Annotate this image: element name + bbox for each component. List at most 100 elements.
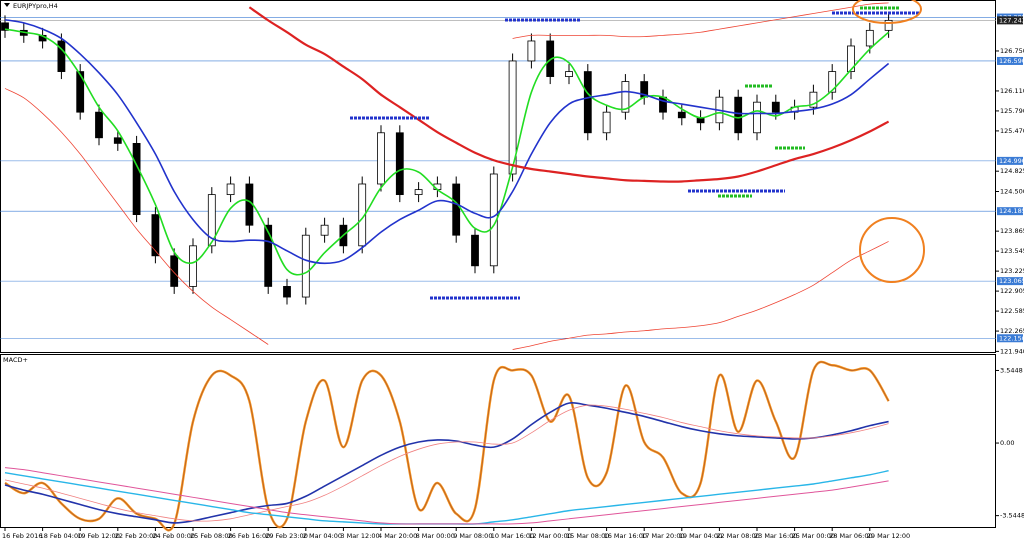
candle-body — [847, 45, 855, 72]
x-tick-label: 12 Mar 00:00 — [528, 532, 571, 540]
moving-average — [4, 28, 890, 276]
highlight-circle — [859, 217, 925, 283]
candle-body — [884, 19, 893, 31]
y-tick-label: 126.110 — [1000, 87, 1024, 95]
indicator-line — [4, 402, 889, 524]
x-tick-label: 9 Mar 08:00 — [453, 532, 492, 540]
candle-body — [508, 60, 517, 175]
y-tick-label: 125.470 — [1000, 127, 1024, 135]
x-tick-label: 23 Mar 16:00 — [754, 532, 797, 540]
level-label: 124.990 — [999, 157, 1024, 165]
candle-body — [602, 111, 611, 134]
y-tick-label: 124.500 — [1000, 187, 1024, 195]
moving-average — [512, 241, 889, 350]
y-tick-label: 121.940 — [1000, 347, 1024, 355]
moving-average — [248, 6, 890, 183]
candle-body — [283, 286, 291, 298]
x-tick-label: 24 Feb 00:00 — [152, 532, 195, 540]
level-label-box — [997, 334, 1023, 343]
x-tick-label: 2 Mar 04:00 — [303, 532, 342, 540]
candle-body — [583, 71, 592, 134]
candle-body — [621, 81, 630, 113]
candle-body — [395, 132, 404, 196]
y-tick-label: 122.265 — [1000, 327, 1024, 335]
indicator-line-core — [4, 361, 889, 531]
indicator-title: MACD+ — [3, 356, 28, 364]
candle-body — [113, 137, 122, 144]
price-panel — [0, 0, 996, 353]
highlight-circle — [852, 0, 922, 24]
x-tick-label: 17 Mar 20:00 — [641, 532, 684, 540]
x-tick-label: 16 Mar 16:00 — [604, 532, 647, 540]
candle-body — [771, 101, 780, 113]
candle-body — [753, 101, 761, 134]
level-label: 122.150 — [999, 334, 1024, 342]
candle-body — [527, 40, 536, 62]
level-label-box — [997, 207, 1023, 216]
candle-body — [320, 224, 329, 236]
candle-body — [828, 71, 837, 93]
candle-body — [414, 189, 423, 196]
candle-body — [489, 173, 498, 267]
x-tick-label: 3 Mar 12:00 — [340, 532, 379, 540]
x-tick-label: 18 Feb 04:00 — [40, 532, 83, 540]
candle-body — [677, 111, 686, 119]
y-tick-label: 122.905 — [1000, 287, 1024, 295]
menu-arrow — [4, 3, 10, 7]
chart-title: EURJPYpro,H4 — [13, 2, 58, 10]
level-label-box — [997, 277, 1023, 286]
candle-body — [132, 142, 141, 215]
x-tick-label: 25 Mar 00:00 — [792, 532, 835, 540]
indicator-line — [4, 467, 889, 525]
x-tick-label: 19 Feb 12:00 — [77, 532, 120, 540]
candle-body — [358, 183, 367, 247]
annotations — [350, 6, 920, 300]
x-tick-label: 16 Feb 2016 — [2, 532, 42, 540]
candle-body — [452, 183, 461, 236]
level-label: 124.185 — [999, 207, 1024, 215]
y-tick-label: 123.225 — [1000, 267, 1024, 275]
candle-body — [189, 245, 197, 287]
last-price-label: 127.243 — [999, 16, 1024, 24]
x-tick-label: 8 Mar 00:00 — [416, 532, 455, 540]
candle-body — [151, 214, 160, 257]
level-label: 126.590 — [999, 57, 1024, 65]
y-tick-label: 123.545 — [1000, 247, 1024, 255]
candle-body — [1, 22, 9, 31]
x-tick-label: 19 Mar 04:00 — [679, 532, 722, 540]
x-tick-label: 28 Mar 06:00 — [829, 532, 872, 540]
x-tick-label: 15 Mar 08:00 — [566, 532, 609, 540]
moving-average — [4, 18, 890, 265]
moving-average — [4, 88, 269, 345]
y-tick-label: 3.5448 — [1000, 366, 1023, 374]
x-tick-label: 22 Mar 08:00 — [716, 532, 759, 540]
candle-body — [865, 29, 874, 47]
level-label-box — [997, 56, 1023, 65]
y-tick-label: -3.5448 — [1000, 512, 1024, 520]
macd-panel — [0, 354, 996, 528]
y-tick-label: 124.825 — [1000, 167, 1024, 175]
x-tick-label: 22 Feb 20:00 — [115, 532, 158, 540]
candle-body — [301, 234, 310, 298]
x-tick-label: 25 Feb 08:00 — [190, 532, 233, 540]
candle-body — [95, 111, 103, 139]
candle-body — [57, 40, 66, 72]
candle-body — [207, 194, 216, 247]
level-label: 123.065 — [999, 277, 1024, 285]
candle-body — [377, 132, 385, 185]
y-tick-label: 0.00 — [1000, 439, 1014, 447]
candle-body — [264, 224, 273, 287]
x-tick-label: 29 Mar 12:00 — [867, 532, 910, 540]
candle-body — [226, 183, 235, 196]
x-tick-label: 10 Mar 16:00 — [491, 532, 534, 540]
candle-body — [76, 71, 85, 113]
y-tick-label: 126.750 — [1000, 47, 1024, 55]
candle-body — [809, 91, 818, 108]
indicator-line — [4, 404, 889, 522]
y-tick-label: 123.865 — [1000, 227, 1024, 235]
y-tick-label: 122.585 — [1000, 307, 1024, 315]
moving-average — [512, 2, 889, 39]
